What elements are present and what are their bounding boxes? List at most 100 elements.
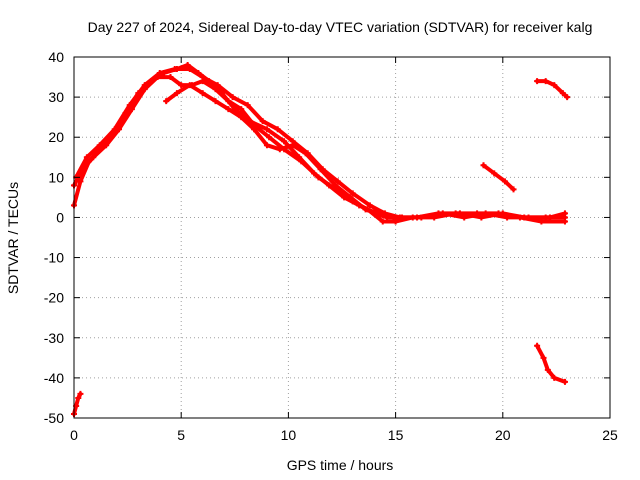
data-point [225, 106, 232, 113]
data-point [302, 150, 309, 157]
y-tick-label: 20 [48, 129, 64, 145]
x-tick-label: 0 [70, 427, 78, 443]
data-point [334, 178, 341, 185]
series-line-track-4 [164, 83, 396, 220]
data-point [534, 342, 541, 349]
data-point [525, 214, 532, 221]
data-point [298, 158, 305, 165]
data-point [171, 66, 178, 73]
data-point [141, 82, 148, 89]
data-layer [71, 62, 571, 417]
series-line-track-3 [74, 67, 567, 220]
plot-frame [73, 56, 611, 419]
series-line-track-2 [72, 75, 567, 224]
x-tick-label: 15 [388, 427, 404, 443]
data-point [238, 106, 245, 113]
chart-title: Day 227 of 2024, Sidereal Day-to-day VTE… [88, 19, 593, 35]
data-point [561, 218, 568, 225]
data-point [510, 186, 517, 193]
y-axis-label: SDTVAR / TECUs [5, 182, 21, 294]
data-point [542, 78, 549, 85]
data-point [83, 154, 90, 161]
y-tick-label: 0 [56, 209, 64, 225]
data-point [263, 142, 270, 149]
series-line-track-8 [535, 343, 567, 384]
data-point [561, 378, 568, 385]
data-point [317, 166, 324, 173]
data-point [347, 194, 354, 201]
data-point [126, 102, 133, 109]
x-tick-label: 20 [495, 427, 511, 443]
y-tick-label: -10 [44, 250, 64, 266]
data-point [534, 78, 541, 85]
data-point [212, 86, 219, 93]
data-point [559, 90, 566, 97]
data-point [551, 82, 558, 89]
data-point [349, 190, 356, 197]
data-point [491, 170, 498, 177]
data-point [163, 98, 170, 105]
data-point [538, 218, 545, 225]
x-tick-label: 25 [602, 427, 618, 443]
data-point [229, 94, 236, 101]
data-point [90, 154, 97, 161]
data-point [199, 90, 206, 97]
data-point [362, 206, 369, 213]
data-point [379, 218, 386, 225]
data-point [238, 114, 245, 121]
data-point [103, 142, 110, 149]
data-point [540, 354, 547, 361]
series-line-track-5 [72, 391, 83, 416]
data-point [482, 210, 489, 217]
data-point [546, 214, 553, 221]
data-point [128, 106, 135, 113]
data-point [96, 142, 103, 149]
data-point [167, 74, 174, 81]
data-point [214, 82, 221, 89]
data-point [551, 374, 558, 381]
data-point [77, 390, 84, 397]
data-point [480, 162, 487, 169]
y-tick-label: -20 [44, 290, 64, 306]
x-tick-label: 10 [281, 427, 297, 443]
data-point [315, 174, 322, 181]
y-tick-label: 30 [48, 89, 64, 105]
x-axis-label: GPS time / hours [287, 457, 394, 473]
x-tick-label: 5 [177, 427, 185, 443]
data-point [276, 146, 283, 153]
data-point [366, 202, 373, 209]
data-point [564, 94, 571, 101]
data-point [251, 126, 258, 133]
grid [74, 57, 610, 418]
data-point [266, 134, 273, 141]
data-point [501, 178, 508, 185]
y-tick-label: 10 [48, 169, 64, 185]
data-point [561, 210, 568, 217]
data-point [439, 210, 446, 217]
y-tick-label: -30 [44, 330, 64, 346]
data-point [156, 70, 163, 77]
data-point [212, 98, 219, 105]
data-point [461, 214, 468, 221]
data-point [199, 74, 206, 81]
data-point [173, 90, 180, 97]
data-point [186, 66, 193, 73]
data-point [392, 218, 399, 225]
data-point [289, 142, 296, 149]
data-point [504, 214, 511, 221]
y-tick-label: -40 [44, 370, 64, 386]
data-point [377, 210, 384, 217]
data-point [178, 82, 185, 89]
data-point [418, 214, 425, 221]
data-point [332, 182, 339, 189]
y-tick-label: -50 [44, 410, 64, 426]
data-point [75, 394, 82, 401]
data-point [259, 118, 266, 125]
data-point [244, 102, 251, 109]
data-point [390, 214, 397, 221]
y-tick-label: 40 [48, 49, 64, 65]
data-point [281, 138, 288, 145]
data-point [274, 126, 281, 133]
data-point [544, 366, 551, 373]
